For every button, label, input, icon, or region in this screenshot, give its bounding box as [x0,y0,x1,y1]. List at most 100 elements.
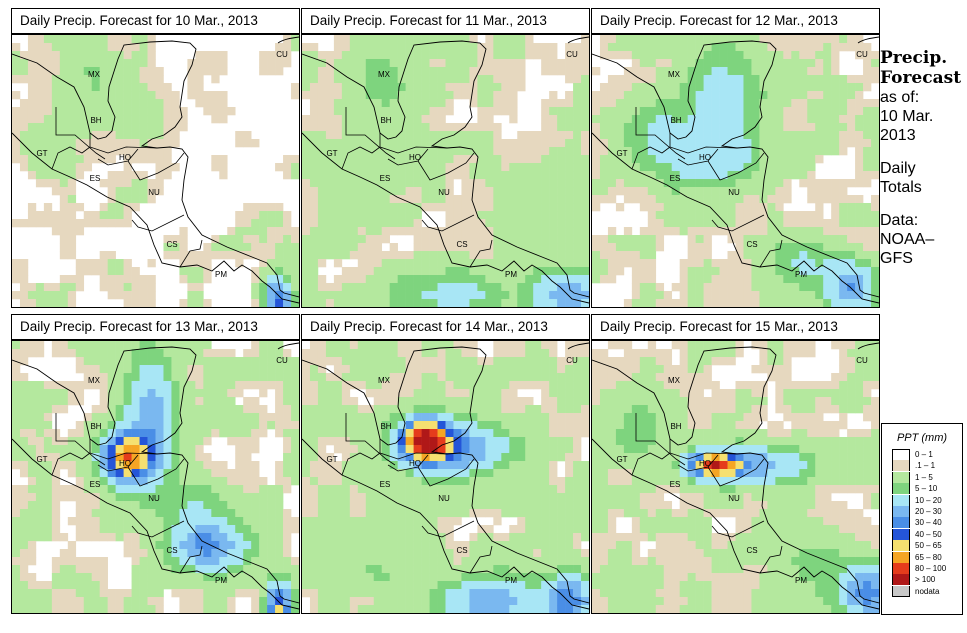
precip-cell [557,155,566,164]
precip-cell [477,357,486,366]
precip-cell [155,357,164,366]
precip-cell [533,259,542,268]
country-border [179,545,203,574]
precip-cell [639,83,649,92]
precip-cell [663,147,673,156]
precip-cell [389,517,398,526]
precip-cell [43,389,53,398]
precip-cell [83,147,93,156]
precip-cell [445,283,454,292]
precip-cell [163,573,172,582]
precip-cell [302,461,311,470]
precip-cell [291,437,299,446]
precip-cell [12,541,21,550]
precip-cell [767,83,776,92]
precip-cell [855,243,864,252]
precip-cell [67,397,77,406]
precip-cell [565,405,574,414]
precip-cell [12,267,21,276]
precip-cell [187,373,196,382]
precip-cell [341,509,351,518]
precip-cell [107,461,116,470]
precip-cell [719,187,728,196]
precip-cell [573,445,582,454]
precip-cell [525,267,534,276]
precip-cell [83,493,93,502]
precip-cell [83,99,93,108]
precip-cell [227,397,236,406]
precip-cell [429,437,438,446]
precip-cell [647,243,657,252]
precip-cell [735,267,744,276]
precip-cell [107,485,116,494]
precip-cell [389,43,398,52]
precip-cell [115,59,124,68]
precip-cell [67,139,77,148]
precip-cell [791,43,800,52]
precip-cell [51,59,61,68]
precip-cell [855,155,864,164]
precip-cell [43,501,53,510]
precip-cell [373,437,383,446]
precip-cell [775,155,784,164]
precip-cell [325,211,335,220]
precip-cell [759,131,768,140]
precip-cell [671,139,680,148]
precip-cell [783,51,792,60]
precip-cell [67,171,77,180]
precip-cell [775,235,784,244]
precip-cell [381,381,390,390]
precip-cell [99,75,108,84]
precip-cell [59,589,69,598]
precip-cell [573,51,582,60]
precip-cell [243,445,252,454]
precip-cell [139,373,148,382]
precip-cell [839,35,848,44]
precip-cell [251,541,260,550]
precip-cell [461,155,470,164]
precip-cell [655,59,665,68]
precip-cell [302,123,311,132]
precip-cell [35,115,45,124]
precip-cell [333,147,343,156]
precip-cell [275,581,284,590]
precip-cell [357,203,367,212]
precip-cell [501,299,510,307]
precip-cell [259,219,268,228]
precip-cell [445,461,454,470]
precip-cell [381,131,390,140]
precip-cell [679,35,688,44]
precip-cell [365,211,375,220]
precip-cell [283,171,292,180]
precip-cell [267,227,276,236]
precip-cell [195,461,204,470]
precip-cell [123,171,132,180]
forecast-panel-4: Daily Precip. Forecast for 13 Mar., 2013… [11,314,300,614]
precip-cell [333,171,343,180]
precip-cell [219,429,228,438]
precip-cell [421,203,430,212]
precip-cell [525,397,534,406]
precip-cell [445,179,454,188]
precip-cell [573,275,582,284]
precip-cell [171,235,180,244]
precip-cell [647,179,657,188]
precip-cell [275,509,284,518]
precip-cell [509,299,518,307]
precip-cell [485,187,494,196]
precip-cell [719,155,728,164]
precip-cell [99,357,108,366]
precip-cell [759,75,768,84]
precip-cell [259,589,268,598]
precip-cell [333,299,343,307]
precip-cell [381,155,390,164]
precip-cell [469,99,478,108]
precip-cell [549,227,558,236]
precip-cell [703,259,712,268]
precip-cell [381,35,390,44]
precip-cell [243,235,252,244]
precip-cell [759,123,768,132]
precip-cell [333,43,343,52]
precip-cell [365,139,375,148]
precip-cell [187,397,196,406]
